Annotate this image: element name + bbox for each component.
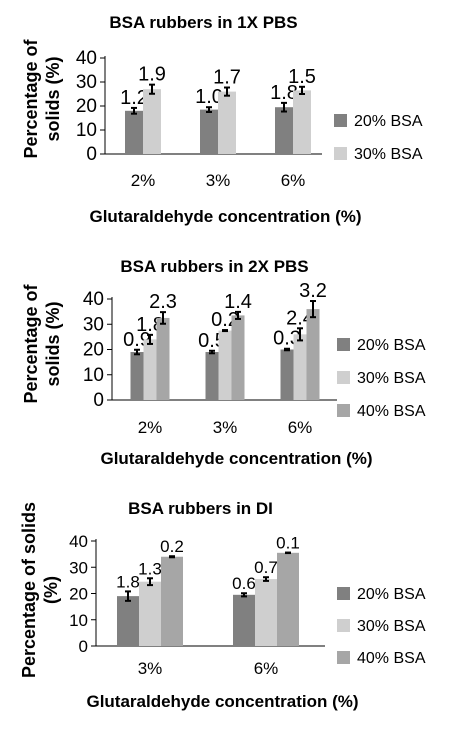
bar — [306, 309, 320, 400]
y-tick-label: 20 — [69, 585, 88, 604]
y-axis-label: Percentage of solids (%) — [19, 502, 61, 678]
y-tick-label: 30 — [69, 558, 88, 577]
data-label: 1.3 — [138, 559, 162, 578]
bar — [275, 107, 293, 154]
x-tick-label: 6% — [254, 659, 279, 678]
y-axis-label: Percentage of solids (%) — [21, 283, 63, 403]
y-axis-label: Percentage of solids (%) — [21, 38, 63, 158]
bar — [277, 552, 299, 646]
y-tick-label: 20 — [76, 96, 97, 117]
data-label: 0.1 — [276, 534, 300, 553]
y-axis-label-line: Percentage of — [21, 283, 41, 403]
y-axis-label-line: solids (%) — [43, 56, 63, 141]
y-tick-label: 0 — [86, 144, 97, 165]
y-tick-label: 0 — [93, 390, 104, 411]
bar — [117, 596, 139, 646]
x-tick-label: 3% — [138, 659, 163, 678]
legend-label: 30% BSA — [357, 618, 426, 635]
legend-swatch — [337, 371, 350, 384]
x-tick-label: 6% — [288, 418, 313, 437]
y-axis-label-line: Percentage of — [21, 38, 41, 158]
data-label: 0.6 — [232, 574, 256, 593]
x-tick-label: 2% — [131, 171, 156, 190]
bar — [233, 594, 255, 646]
bar — [280, 349, 294, 400]
data-label: 1.4 — [224, 291, 252, 313]
x-tick-label: 2% — [138, 418, 163, 437]
bar — [143, 339, 157, 400]
y-tick-label: 10 — [69, 611, 88, 630]
legend-label: 30% BSA — [354, 146, 423, 163]
data-label: 0.7 — [254, 558, 278, 577]
y-axis-label-line: Percentage of solids — [19, 502, 39, 678]
legend-swatch — [334, 147, 347, 160]
data-label: 0.2 — [160, 537, 184, 556]
bar — [255, 579, 277, 646]
data-label: 2.3 — [149, 291, 177, 313]
legend-label: 20% BSA — [357, 337, 426, 354]
data-label: 1.7 — [213, 67, 241, 89]
y-tick-label: 30 — [83, 314, 104, 335]
legend-swatch — [337, 619, 350, 632]
y-tick-label: 40 — [76, 48, 97, 69]
bar — [156, 317, 170, 400]
data-label: 1.0 — [195, 86, 223, 108]
data-label: 1.5 — [288, 66, 316, 88]
legend-swatch — [334, 114, 347, 127]
bar — [139, 581, 161, 646]
bar — [200, 109, 218, 154]
data-label: 3.2 — [299, 280, 327, 302]
y-tick-label: 10 — [83, 365, 104, 386]
bar — [231, 315, 245, 400]
bar — [293, 90, 311, 154]
y-tick-label: 30 — [76, 72, 97, 93]
x-axis-label: Glutaraldehyde concentration (%) — [86, 692, 358, 711]
legend-label: 20% BSA — [357, 586, 426, 603]
bar — [130, 352, 144, 400]
legend-label: 40% BSA — [357, 650, 426, 667]
x-axis-label: Glutaraldehyde concentration (%) — [100, 449, 372, 468]
legend-label: 30% BSA — [357, 370, 426, 387]
data-label: 1.8 — [270, 82, 298, 104]
bar — [218, 330, 232, 400]
bar — [205, 352, 219, 400]
chart-title: BSA rubbers in 2X PBS — [120, 257, 308, 276]
y-tick-label: 40 — [69, 532, 88, 551]
bar — [161, 556, 183, 646]
x-axis-label: Glutaraldehyde concentration (%) — [89, 207, 361, 226]
x-tick-label: 3% — [213, 418, 238, 437]
y-axis-label-line: solids (%) — [43, 301, 63, 386]
y-tick-label: 20 — [83, 340, 104, 361]
y-tick-label: 0 — [79, 637, 88, 656]
legend-swatch — [337, 404, 350, 417]
y-tick-label: 10 — [76, 120, 97, 141]
data-label: 1.8 — [116, 572, 140, 591]
bar — [125, 110, 143, 154]
bar — [218, 91, 236, 154]
data-label: 1.2 — [120, 87, 148, 109]
legend-swatch — [337, 587, 350, 600]
chart-title: BSA rubbers in DI — [128, 499, 273, 518]
bar — [143, 89, 161, 154]
y-axis-label-line: (%) — [41, 576, 61, 604]
x-tick-label: 6% — [281, 171, 306, 190]
y-tick-label: 40 — [83, 289, 104, 310]
chart-title: BSA rubbers in 1X PBS — [109, 13, 297, 32]
legend-label: 20% BSA — [354, 113, 423, 130]
legend-swatch — [337, 338, 350, 351]
x-tick-label: 3% — [206, 171, 231, 190]
legend-label: 40% BSA — [357, 403, 426, 420]
bar — [293, 334, 307, 400]
data-label: 1.9 — [138, 64, 166, 86]
legend-swatch — [337, 651, 350, 664]
